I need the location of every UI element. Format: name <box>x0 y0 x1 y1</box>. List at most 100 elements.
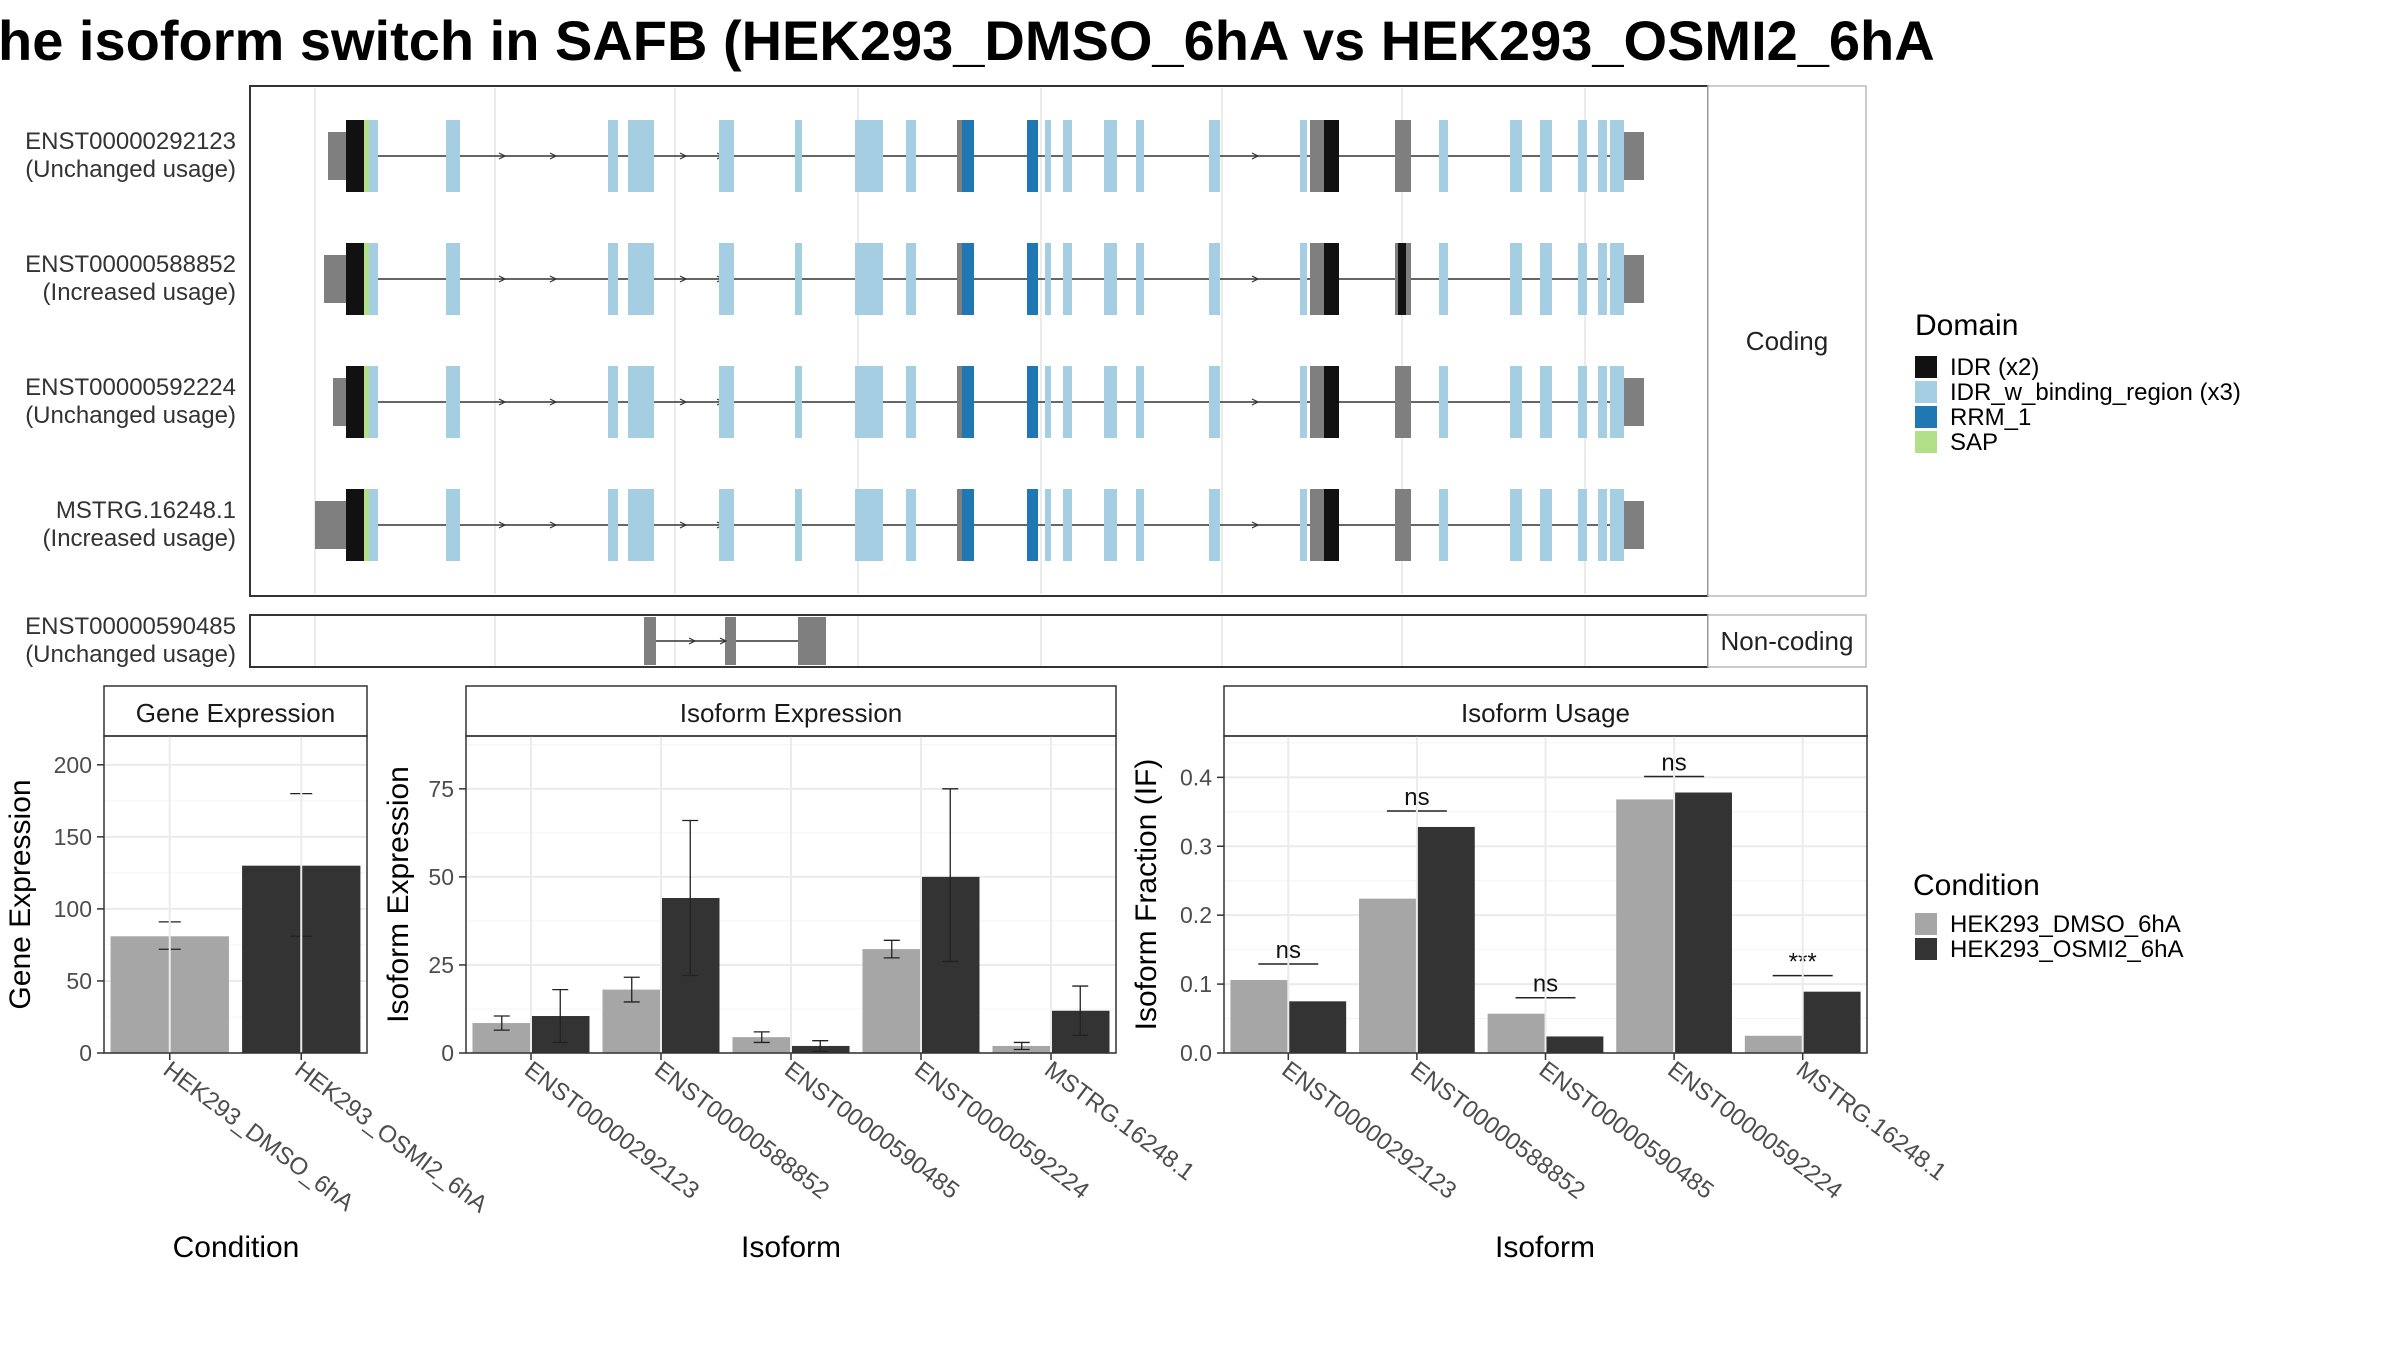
intron-arrow <box>549 152 558 160</box>
coding-exon <box>957 120 962 192</box>
isoform-track: ENST00000292123(Unchanged usage) <box>25 120 1644 192</box>
bar <box>1416 826 1475 1053</box>
utr-exon <box>1624 255 1644 303</box>
idr-binding-domain <box>608 366 618 438</box>
bar <box>1288 1001 1347 1053</box>
y-tick-label: 25 <box>428 952 454 978</box>
idr-binding-domain <box>1540 366 1552 438</box>
intron-arrow <box>549 275 558 283</box>
idr-binding-domain <box>628 120 654 192</box>
intron-arrow <box>679 275 688 283</box>
intron-arrow <box>549 398 558 406</box>
coding-exon <box>1395 120 1411 192</box>
idr-binding-domain <box>855 489 883 561</box>
idr-domain <box>1324 243 1339 315</box>
idr-binding-domain <box>795 366 802 438</box>
domain-legend-swatch <box>1915 381 1937 403</box>
chart-panel: Isoform Usage0.00.10.20.30.4nsnsnsns***E… <box>1130 685 1951 1264</box>
condition-legend-swatch <box>1915 913 1937 935</box>
intron-arrow <box>1251 398 1260 406</box>
idr-binding-domain <box>1104 366 1117 438</box>
coding-strip <box>1707 85 1867 597</box>
idr-binding-domain <box>1578 243 1587 315</box>
y-tick-label: 0.4 <box>1180 764 1212 790</box>
domain-legend-swatch <box>1915 356 1937 378</box>
coding-exon <box>1310 489 1324 561</box>
noncoding-exon <box>644 617 656 665</box>
bars <box>110 792 361 1053</box>
domain-legend-title: Domain <box>1915 309 2018 342</box>
intron-arrow <box>679 152 688 160</box>
noncoding-track: ENST00000590485(Unchanged usage) <box>25 613 826 668</box>
domain-legend-label: SAP <box>1950 429 1998 456</box>
idr-binding-domain <box>1578 120 1587 192</box>
idr-binding-domain <box>1510 120 1522 192</box>
idr-binding-domain <box>446 120 460 192</box>
idr-binding-domain <box>1045 489 1051 561</box>
coding-exon <box>957 366 962 438</box>
coding-panel-frame <box>249 85 1709 597</box>
idr-binding-domain <box>608 489 618 561</box>
bars <box>472 788 1110 1053</box>
bar <box>1616 799 1675 1053</box>
idr-binding-domain <box>1045 243 1051 315</box>
idr-binding-domain <box>1610 366 1624 438</box>
isoform-track: ENST00000588852(Increased usage) <box>25 243 1644 315</box>
condition-legend: Condition HEK293_DMSO_6hA HEK293_OSMI2_6… <box>1913 869 2183 963</box>
intron-arrow <box>1251 275 1260 283</box>
idr-binding-domain <box>1439 489 1448 561</box>
idr-binding-domain <box>446 243 460 315</box>
idr-binding-domain <box>1439 243 1448 315</box>
panel-strip <box>465 685 1117 737</box>
idr-binding-domain <box>608 120 618 192</box>
idr-binding-domain <box>369 243 378 315</box>
figure-title: he isoform switch in SAFB (HEK293_DMSO_6… <box>0 9 1935 72</box>
rrm-domain <box>1027 120 1038 192</box>
y-tick-label: 50 <box>428 864 454 890</box>
panel-title: Isoform Expression <box>680 698 903 728</box>
idr-binding-domain <box>1300 489 1307 561</box>
idr-binding-domain <box>1104 489 1117 561</box>
sap-domain <box>364 366 369 438</box>
bar <box>1359 898 1417 1053</box>
x-axis-title: Isoform <box>1495 1231 1595 1264</box>
domain-legend-label: RRM_1 <box>1950 404 2031 431</box>
idr-binding-domain <box>446 489 460 561</box>
panel-border <box>103 735 368 1054</box>
condition-legend-swatch <box>1915 938 1937 960</box>
idr-binding-domain <box>855 120 883 192</box>
idr-binding-domain <box>719 120 734 192</box>
idr-binding-domain <box>1063 489 1072 561</box>
sap-domain <box>364 120 369 192</box>
isoform-usage-label: (Increased usage) <box>43 279 236 306</box>
utr-exon <box>333 378 350 426</box>
idr-binding-domain <box>1510 489 1522 561</box>
idr-binding-domain <box>1136 120 1144 192</box>
idr-binding-domain <box>795 120 802 192</box>
y-axis-title: Isoform Expression <box>382 766 415 1023</box>
idr-domain <box>346 120 364 192</box>
coding-exon <box>1310 243 1324 315</box>
y-tick-label: 0 <box>441 1040 454 1066</box>
coding-exon <box>957 489 962 561</box>
isoform-track: ENST00000592224(Unchanged usage) <box>25 366 1644 438</box>
domain-legend-label: IDR (x2) <box>1950 354 2039 381</box>
idr-binding-domain <box>1598 366 1607 438</box>
isoform-id-label: ENST00000592224 <box>25 374 236 401</box>
idr-binding-domain <box>1300 120 1307 192</box>
isoform-structure-panel: CodingNon-codingENST00000292123(Unchange… <box>25 85 1867 668</box>
noncoding-exon <box>725 617 736 665</box>
idr-binding-domain <box>795 243 802 315</box>
isoform-id-label: ENST00000588852 <box>25 251 236 278</box>
idr-binding-domain <box>1598 243 1607 315</box>
idr-binding-domain <box>1300 366 1307 438</box>
sap-domain <box>364 489 369 561</box>
bar <box>862 949 921 1053</box>
idr-binding-domain <box>906 120 916 192</box>
idr-binding-domain <box>1136 489 1144 561</box>
idr-binding-domain <box>1439 120 1448 192</box>
domain-legend: Domain IDR (x2) IDR_w_binding_region (x3… <box>1915 309 2241 456</box>
idr-domain <box>346 366 364 438</box>
idr-binding-domain <box>1209 243 1220 315</box>
noncoding-strip-label: Non-coding <box>1721 626 1854 656</box>
